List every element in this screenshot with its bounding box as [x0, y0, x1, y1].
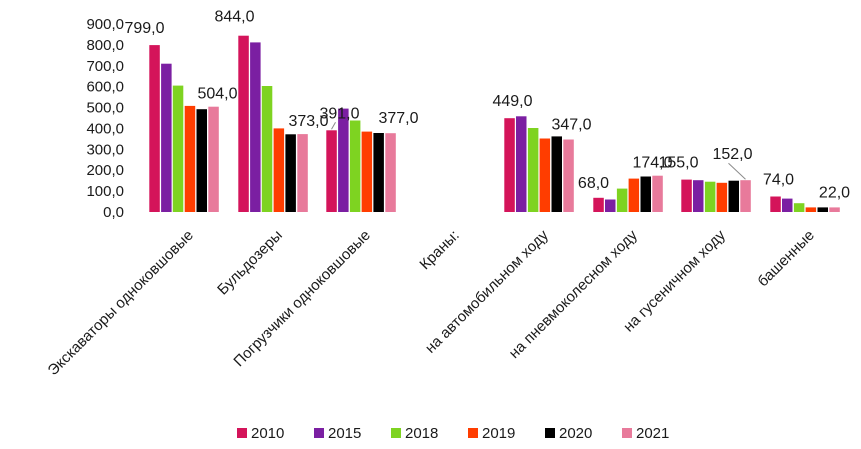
- bar-2019: [805, 207, 817, 212]
- bar-2018: [704, 181, 716, 212]
- bar-2020: [285, 134, 296, 212]
- legend-swatch-2019: [468, 428, 478, 438]
- y-tick-label: 800,0: [86, 37, 124, 54]
- bar-2019: [273, 128, 285, 212]
- bar-2018: [172, 85, 184, 212]
- y-tick-label: 400,0: [86, 120, 124, 137]
- bar-2010: [770, 196, 781, 212]
- legend-swatch-2010: [237, 428, 247, 438]
- category-labels: Экскаваторы одноковшовые БульдозерыПогруз…: [45, 226, 818, 379]
- bar-2018: [616, 188, 628, 212]
- bar-2010: [593, 197, 604, 212]
- bar-2019: [184, 105, 196, 212]
- y-tick-label: 500,0: [86, 100, 124, 117]
- bar-2020: [196, 109, 207, 212]
- category-label: Экскаваторы одноковшовые: [45, 227, 197, 379]
- bar-2015: [338, 108, 349, 212]
- legend-label-2018: 2018: [405, 425, 438, 442]
- bar-2018: [793, 203, 805, 212]
- bar-2010: [504, 118, 515, 212]
- bar-2019: [361, 131, 373, 212]
- data-label: 22,0: [819, 184, 850, 201]
- legend-swatch-2018: [391, 428, 401, 438]
- y-tick-label: 0,0: [103, 204, 124, 221]
- y-axis-ticks: 0,0 100,0 200,0 300,0 400,0 500,0 600,0 700,0 80…: [86, 16, 124, 221]
- bar-2010: [326, 130, 337, 212]
- data-label: 74,0: [763, 172, 794, 189]
- legend-swatch-2015: [314, 428, 324, 438]
- bar-2015: [782, 198, 793, 212]
- bar-2021: [563, 139, 574, 212]
- y-tick-label: 900,0: [86, 16, 124, 33]
- data-label: 152,0: [712, 146, 752, 163]
- legend-label-2015: 2015: [328, 425, 361, 442]
- data-label: 174,0: [632, 155, 672, 172]
- bar-2018: [349, 120, 361, 212]
- category-label: башенные: [754, 227, 817, 290]
- legend-label-2019: 2019: [482, 425, 515, 442]
- bar-2018: [527, 128, 539, 212]
- bar-2015: [250, 42, 261, 213]
- bar-2020: [373, 133, 384, 212]
- data-label: 155,0: [658, 155, 698, 172]
- bar-2020: [551, 136, 562, 212]
- y-tick-label: 600,0: [86, 79, 124, 96]
- bars: [149, 35, 840, 213]
- data-label: 373,0: [288, 113, 328, 130]
- data-label: 68,0: [578, 175, 609, 192]
- bar-2015: [605, 199, 616, 212]
- y-tick-label: 300,0: [86, 141, 124, 158]
- bar-2021: [208, 106, 219, 212]
- data-label: 504,0: [197, 86, 237, 103]
- bar-2010: [149, 45, 160, 212]
- bar-2019: [716, 182, 728, 212]
- label-leader-line: [728, 162, 746, 180]
- label-leader-line: [331, 122, 336, 130]
- bar-2020: [728, 180, 739, 212]
- bar-2018: [261, 86, 273, 212]
- bar-2021: [829, 207, 840, 212]
- data-label: 844,0: [214, 9, 254, 26]
- bar-2010: [238, 35, 249, 213]
- bar-2015: [516, 116, 527, 212]
- y-tick-label: 200,0: [86, 162, 124, 179]
- legend-swatch-2020: [545, 428, 555, 438]
- legend: 2010 2015 2018 2019 2020 2021: [237, 425, 669, 442]
- y-tick-label: 100,0: [86, 183, 124, 200]
- category-label: Краны:: [416, 227, 462, 273]
- data-label: 799,0: [124, 20, 164, 37]
- bar-2019: [628, 178, 640, 212]
- legend-label-2020: 2020: [559, 425, 592, 442]
- data-label: 449,0: [492, 93, 532, 110]
- y-tick-label: 700,0: [86, 58, 124, 75]
- bar-2020: [817, 207, 828, 212]
- bar-2019: [539, 138, 551, 212]
- legend-swatch-2021: [622, 428, 632, 438]
- bar-2010: [681, 179, 692, 212]
- data-label: 347,0: [551, 117, 591, 134]
- bar-2015: [693, 180, 704, 212]
- bar-2021: [385, 133, 396, 212]
- category-label: Бульдозеры: [214, 227, 286, 299]
- data-label: 377,0: [378, 110, 418, 127]
- legend-label-2010: 2010: [251, 425, 284, 442]
- bar-2020: [640, 176, 651, 212]
- bar-2021: [297, 134, 308, 212]
- bar-2015: [161, 63, 172, 213]
- bar-2021: [740, 180, 751, 212]
- bar-2021: [652, 175, 663, 212]
- data-label: 391,0: [319, 105, 359, 122]
- legend-label-2021: 2021: [636, 425, 669, 442]
